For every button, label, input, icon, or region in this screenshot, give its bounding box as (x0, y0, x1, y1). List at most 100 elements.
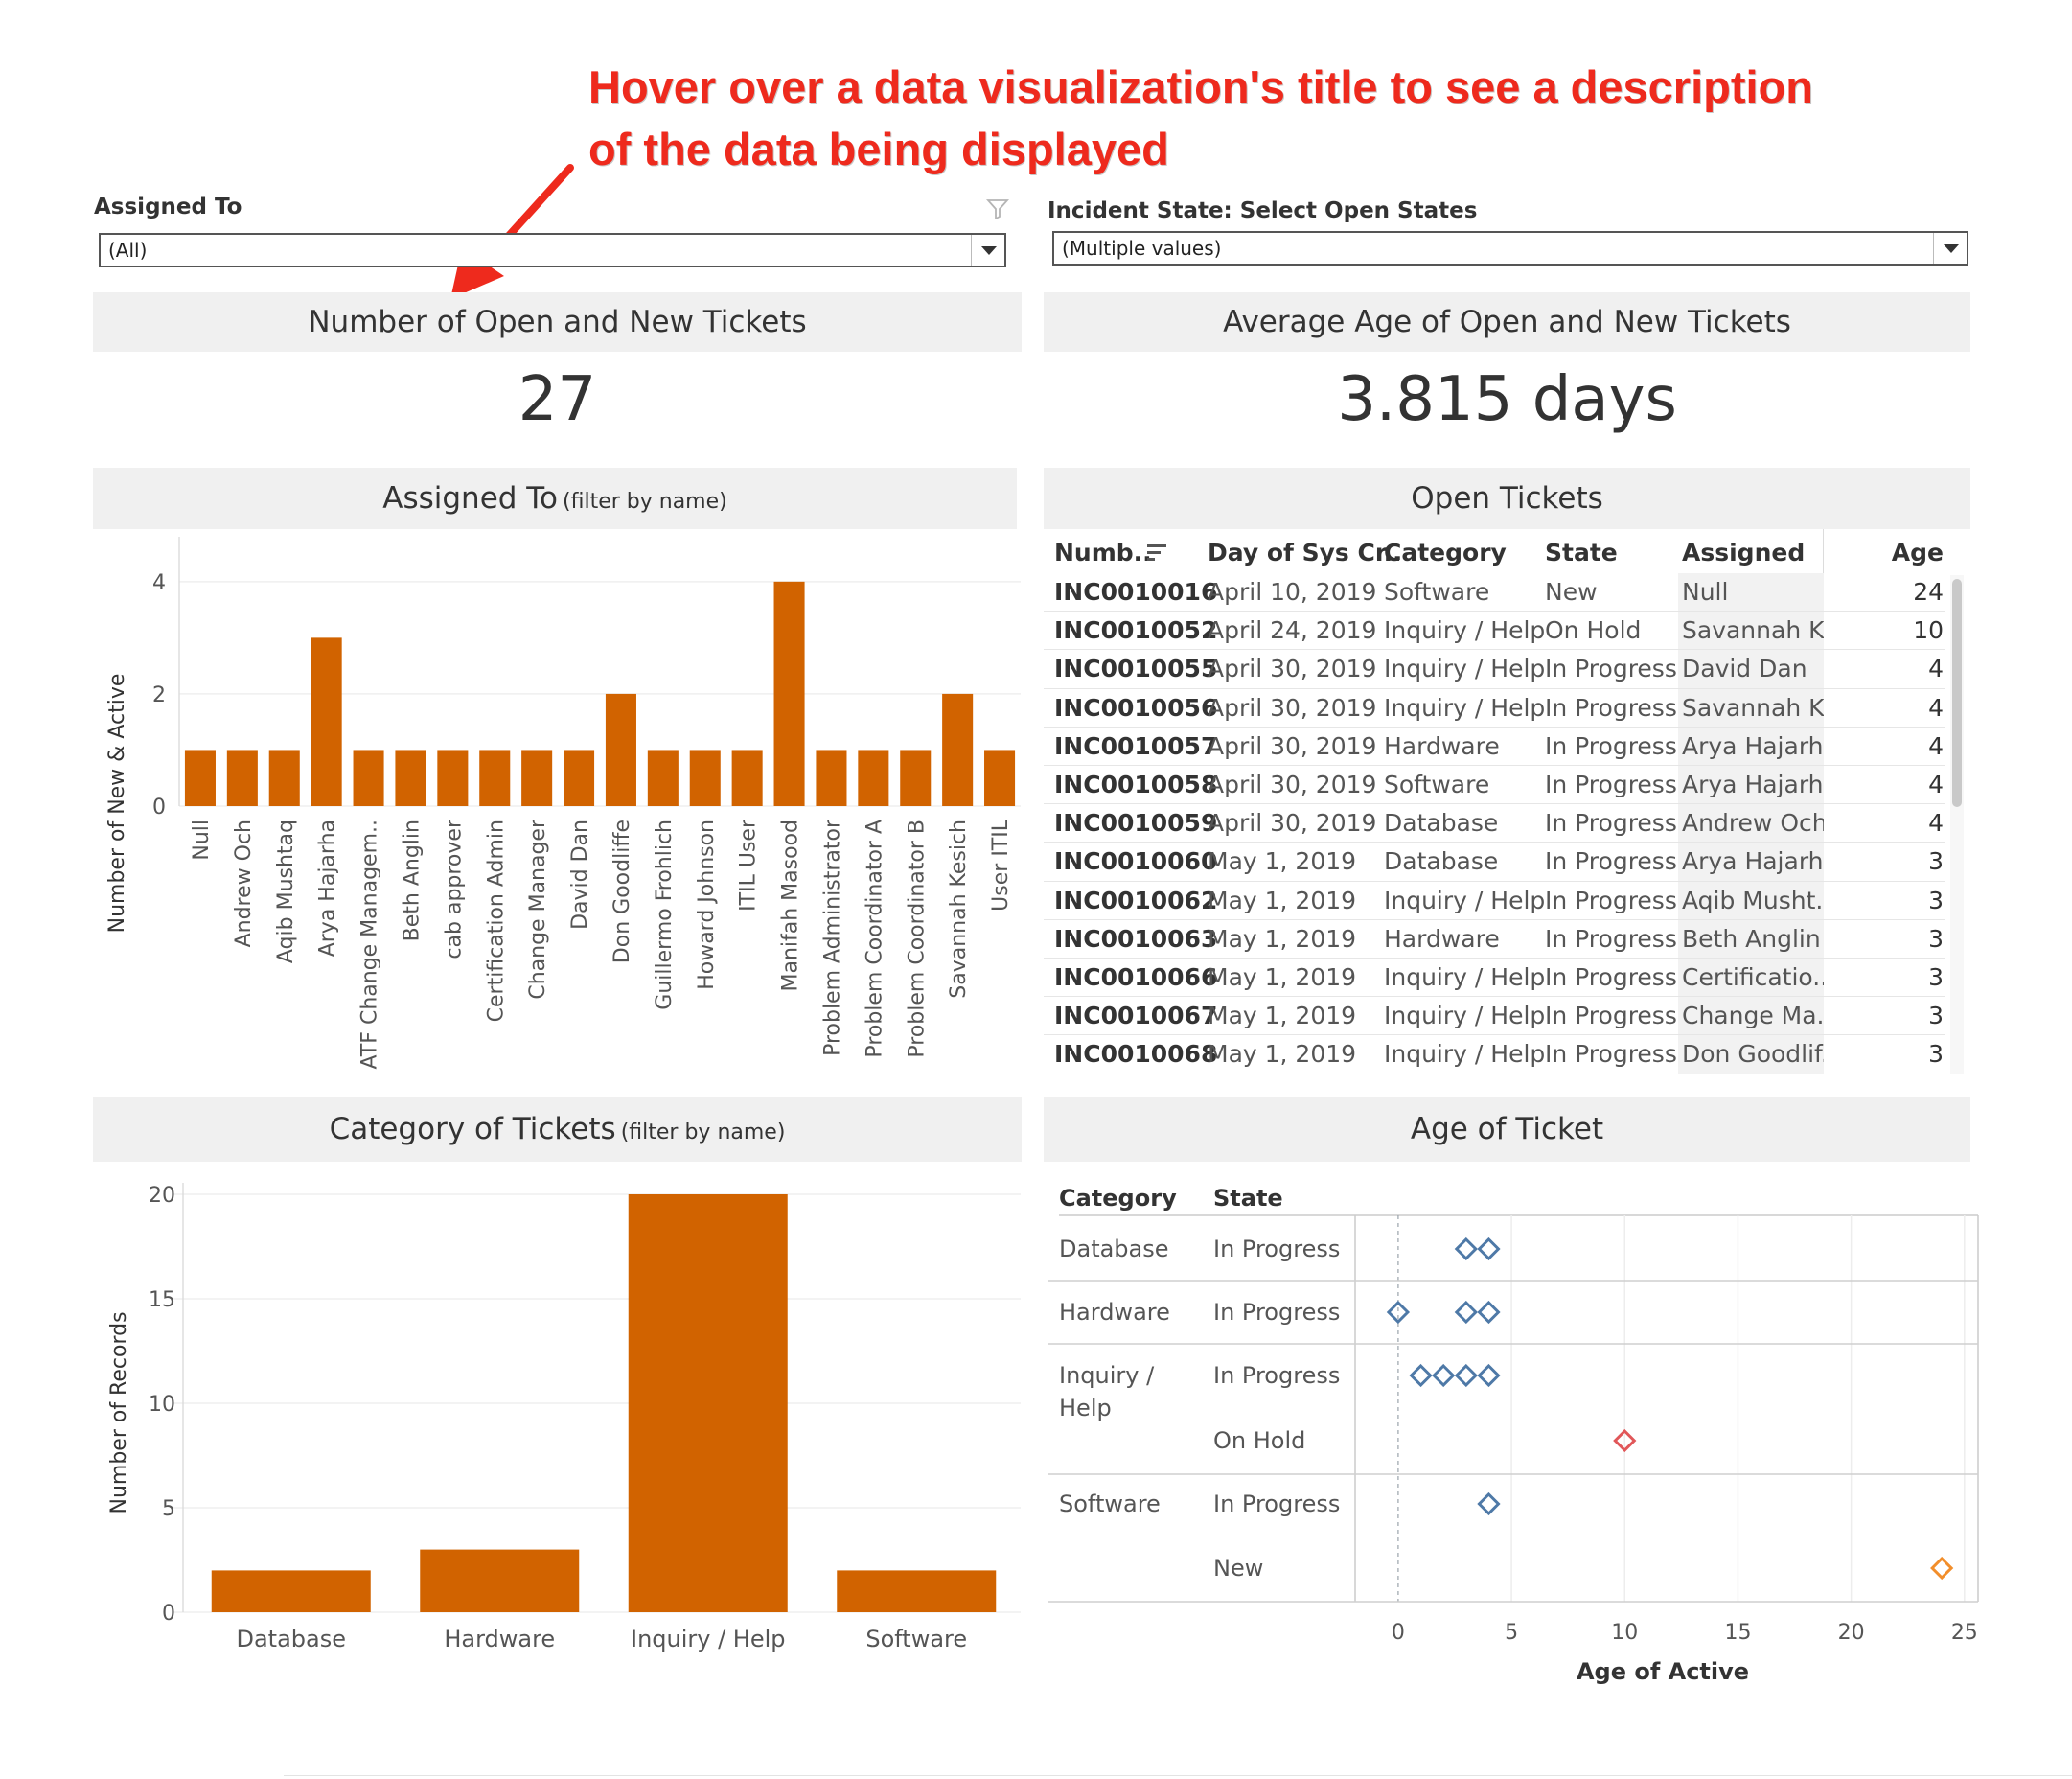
open-tickets-table[interactable]: Numb.. Day of Sys Cr.. Category State As… (1044, 529, 1970, 1074)
table-row[interactable]: INC0010016 April 10, 2019 Software New Null 2… (1044, 573, 1945, 612)
assigned-chart-title[interactable]: Assigned To (filter by name) (93, 468, 1017, 529)
assigned-bar[interactable] (816, 750, 847, 806)
table-row[interactable]: INC0010060 May 1, 2019 Database In Progress… (1044, 843, 1945, 882)
age-diamond-mark[interactable] (1409, 1363, 1433, 1388)
assigned-bar[interactable] (984, 750, 1016, 806)
cell-state: In Progress (1545, 1040, 1677, 1069)
assigned-bar[interactable] (564, 750, 595, 806)
open-tickets-kpi-title[interactable]: Number of Open and New Tickets (93, 292, 1022, 352)
assigned-bar[interactable] (689, 750, 721, 806)
incident-state-dropdown[interactable]: (Multiple values) (1052, 231, 1968, 266)
age-diamond-mark[interactable] (1930, 1556, 1954, 1581)
category-y-tick-label: 5 (162, 1497, 175, 1521)
sort-icon[interactable] (1145, 543, 1168, 564)
assigned-bar[interactable] (353, 750, 384, 806)
column-header-category[interactable]: Category (1384, 539, 1507, 566)
age-row-category-label: Hardware (1059, 1299, 1170, 1326)
open-tickets-kpi-value: 27 (518, 364, 597, 435)
table-row[interactable]: INC0010063 May 1, 2019 Hardware In Progress… (1044, 919, 1945, 959)
assigned-x-tick-label: Don Goodliffe (610, 820, 634, 963)
assigned-bar[interactable] (311, 637, 342, 806)
table-scrollbar-thumb[interactable] (1952, 579, 1962, 807)
category-bar[interactable] (837, 1570, 997, 1612)
column-header-number[interactable]: Numb.. (1054, 539, 1152, 566)
age-x-tick-label: 5 (1505, 1621, 1518, 1645)
table-row[interactable]: INC0010057 April 30, 2019 Hardware In Progr… (1044, 727, 1945, 766)
column-header-age[interactable]: Age (1891, 539, 1944, 566)
table-row[interactable]: INC0010062 May 1, 2019 Inquiry / Help In Pr… (1044, 881, 1945, 920)
age-diamond-mark[interactable] (1454, 1300, 1478, 1325)
category-x-tick-label: Hardware (444, 1626, 555, 1652)
category-y-tick-label: 0 (162, 1602, 175, 1626)
category-bar[interactable] (211, 1570, 371, 1612)
assigned-x-tick-label: User ITIL (989, 819, 1013, 912)
assigned-bar[interactable] (647, 750, 679, 806)
cell-age: 3 (1928, 963, 1944, 991)
table-row[interactable]: INC0010056 April 30, 2019 Inquiry / Help In… (1044, 688, 1945, 728)
cell-state: In Progress (1545, 886, 1677, 914)
cell-state: In Progress (1545, 693, 1677, 722)
assigned-bar[interactable] (184, 750, 216, 806)
assigned-bar[interactable] (521, 750, 553, 806)
cell-state: In Progress (1545, 1002, 1677, 1030)
category-y-axis-label: Number of Records (107, 1311, 131, 1513)
chevron-down-icon[interactable] (971, 235, 1004, 266)
assigned-x-tick-label: Andrew Och (232, 820, 256, 947)
chevron-down-icon[interactable] (1933, 233, 1967, 264)
cell-state: In Progress (1545, 924, 1677, 953)
age-diamond-mark[interactable] (1432, 1363, 1456, 1388)
age-diamond-mark[interactable] (1454, 1363, 1478, 1388)
avg-age-kpi-value: 3.815 days (1337, 364, 1677, 435)
assigned-bar[interactable] (942, 693, 974, 806)
cell-date: April 30, 2019 (1208, 731, 1377, 760)
assigned-x-tick-label: Change Manager (526, 819, 550, 1000)
assigned-bar[interactable] (268, 750, 300, 806)
age-diamond-mark[interactable] (1386, 1300, 1411, 1325)
assigned-bar[interactable] (858, 750, 889, 806)
age-diamond-mark[interactable] (1477, 1300, 1501, 1325)
cell-number: INC0010052 (1054, 616, 1218, 645)
assigned-x-tick-label: Problem Administrator (820, 819, 844, 1056)
cell-age: 3 (1928, 886, 1944, 914)
assigned-bar[interactable] (479, 750, 511, 806)
assigned-bar[interactable] (395, 750, 426, 806)
column-header-assigned[interactable]: Assigned (1682, 539, 1806, 566)
category-bar[interactable] (628, 1194, 788, 1612)
assigned-bar[interactable] (437, 750, 469, 806)
category-chart-title[interactable]: Category of Tickets (filter by name) (93, 1097, 1022, 1162)
table-row[interactable]: INC0010059 April 30, 2019 Database In Progr… (1044, 804, 1945, 843)
cell-age: 4 (1928, 771, 1944, 798)
assigned-bar[interactable] (773, 581, 805, 806)
table-row[interactable]: INC0010055 April 30, 2019 Inquiry / Help In… (1044, 650, 1945, 689)
assigned-bar[interactable] (731, 750, 763, 806)
funnel-icon[interactable] (986, 198, 1009, 219)
age-diamond-mark[interactable] (1454, 1236, 1478, 1261)
cell-age: 3 (1928, 847, 1944, 876)
table-row[interactable]: INC0010068 May 1, 2019 Inquiry / Help In Pr… (1044, 1035, 1945, 1074)
table-row[interactable]: INC0010066 May 1, 2019 Inquiry / Help In Pr… (1044, 959, 1945, 998)
cell-assigned: Arya Hajarha (1678, 843, 1824, 881)
age-diamond-mark[interactable] (1477, 1491, 1501, 1516)
open-tickets-table-title[interactable]: Open Tickets (1044, 468, 1970, 529)
table-row[interactable]: INC0010052 April 24, 2019 Inquiry / Help On… (1044, 612, 1945, 651)
age-diamond-mark[interactable] (1477, 1363, 1501, 1388)
age-chart-title[interactable]: Age of Ticket (1044, 1097, 1970, 1162)
bottom-divider (284, 1775, 2072, 1776)
assigned-bar[interactable] (605, 693, 636, 806)
assigned-bar[interactable] (226, 750, 258, 806)
annotation-callout: Hover over a data visualization's title … (588, 56, 2026, 180)
category-bar[interactable] (420, 1549, 580, 1612)
assigned-bar[interactable] (900, 750, 932, 806)
avg-age-kpi-title[interactable]: Average Age of Open and New Tickets (1044, 292, 1970, 352)
age-diamond-mark[interactable] (1477, 1236, 1501, 1261)
assigned-to-dropdown[interactable]: (All) (99, 233, 1006, 267)
table-row[interactable]: INC0010067 May 1, 2019 Inquiry / Help In Pr… (1044, 997, 1945, 1036)
table-row[interactable]: INC0010058 April 30, 2019 Software In Progr… (1044, 766, 1945, 805)
column-header-state[interactable]: State (1545, 539, 1618, 566)
assigned-x-tick-label: Aqib Mushtaq (274, 820, 298, 963)
category-bar-chart: Number of Records 0 5 10 15 20 Database Hardwa… (107, 1183, 1021, 1652)
age-diamond-mark[interactable] (1613, 1428, 1637, 1453)
age-row-category-label: Database (1059, 1236, 1169, 1262)
table-scrollbar-track[interactable] (1950, 575, 1964, 1074)
column-header-day[interactable]: Day of Sys Cr.. (1208, 539, 1402, 566)
